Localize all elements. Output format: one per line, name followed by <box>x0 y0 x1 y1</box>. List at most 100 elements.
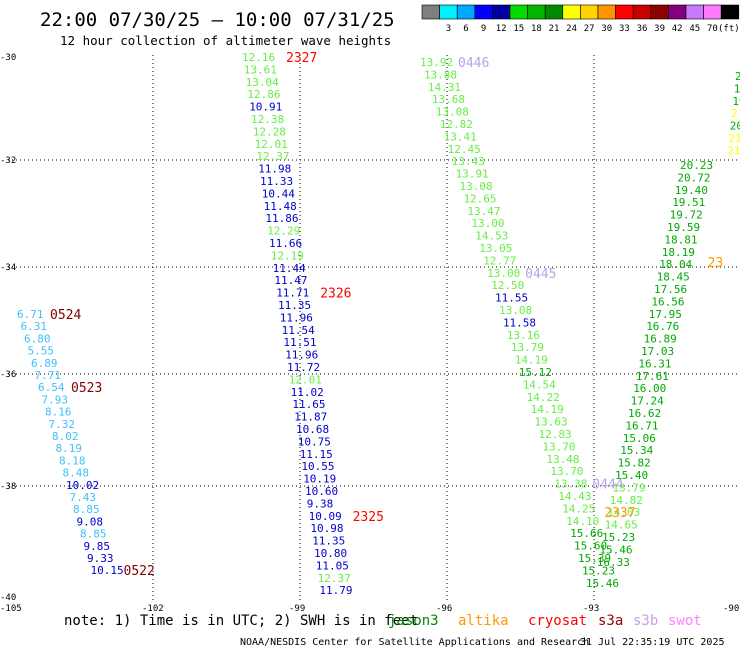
pass-number-label: 0524 <box>50 308 81 323</box>
wave-height-value: 11.35 <box>312 535 345 548</box>
wave-height-value: 15.12 <box>519 366 552 379</box>
wave-height-value: 14.22 <box>527 391 560 404</box>
wave-height-value: 13.70 <box>550 465 583 478</box>
wave-height-value: 13.47 <box>467 205 500 218</box>
pass-number-label: 0523 <box>71 381 102 396</box>
wave-height-value: 11.55 <box>495 292 528 305</box>
wave-height-value: 12.16 <box>242 51 275 64</box>
wave-height-value: 18 <box>734 82 740 95</box>
lat-label: -30 <box>0 53 16 63</box>
lon-label: -96 <box>436 604 452 614</box>
wave-height-value: 12.82 <box>440 118 473 131</box>
colorbar-swatch <box>492 4 511 20</box>
wave-height-value: 21. <box>731 107 740 120</box>
wave-height-value: 14.43 <box>558 490 591 503</box>
wave-height-value: 16.56 <box>651 295 684 308</box>
wave-height-value: 12.77 <box>483 254 516 267</box>
wave-height-value: 15.23 <box>602 531 635 544</box>
wave-height-value: 14.65 <box>605 519 638 532</box>
wave-height-value: 13.68 <box>432 93 465 106</box>
colorbar-swatch <box>580 4 599 20</box>
track-0524-0523-0522: 6.716.316.805.556.897.716.547.938.167.32… <box>17 308 155 579</box>
lat-label: -34 <box>0 263 16 273</box>
longitude-labels: -105 -102 -99 -96 -93 -90 <box>0 604 739 614</box>
wave-height-value: 17.95 <box>649 308 682 321</box>
wave-height-value: 11.58 <box>503 316 536 329</box>
satellite-legend: jason3 altika cryosat s3a s3b swot <box>388 613 702 629</box>
colorbar-label: 9 <box>481 24 486 34</box>
lon-label: -105 <box>0 604 22 614</box>
wave-height-value: 10.98 <box>310 522 343 535</box>
pass-number-label: 0446 <box>458 56 489 71</box>
wave-height-value: 13.43 <box>452 155 485 168</box>
wave-height-value: 11.51 <box>283 336 316 349</box>
track-2337: 20.2320.7219.4019.5119.7219.5918.8118.19… <box>597 159 713 569</box>
wave-height-value: 14.82 <box>610 494 643 507</box>
wave-height-value: 15.46 <box>599 543 632 556</box>
colorbar-swatch <box>544 4 564 20</box>
wave-height-value: 11.48 <box>264 200 297 213</box>
wave-height-value: 6.80 <box>24 332 51 345</box>
wave-height-value: 11.35 <box>278 299 311 312</box>
pass-number-label: 2325 <box>353 510 384 525</box>
wave-height-value: 15.39 <box>578 552 611 565</box>
wave-height-value: 13.08 <box>499 304 532 317</box>
wave-height-value: 15.23 <box>582 564 615 577</box>
colorbar-swatch <box>632 4 652 20</box>
colorbar-swatch <box>527 4 546 20</box>
lon-label: -93 <box>583 604 599 614</box>
wave-height-value: 20.2 <box>730 120 740 133</box>
wave-height-value: 8.18 <box>59 454 86 467</box>
pass-number-label: 2326 <box>320 287 351 302</box>
footer-credit: NOAA/NESDIS Center for Satellite Applica… <box>240 637 589 648</box>
colorbar-label: 18 <box>531 24 542 34</box>
wave-height-value: 11.96 <box>280 311 313 324</box>
wave-height-value: 16.71 <box>625 419 658 432</box>
wave-height-value: 15.34 <box>620 444 653 457</box>
wave-height-value: 12.50 <box>491 279 524 292</box>
wave-height-value: 13.88 <box>424 68 457 81</box>
wave-height-value: 12.45 <box>448 143 481 156</box>
wave-height-value: 13.63 <box>535 416 568 429</box>
wave-height-value: 12.86 <box>247 88 280 101</box>
wave-height-value: 7.71 <box>35 369 62 382</box>
colorbar-swatch <box>703 4 722 20</box>
wave-height-value: 17.24 <box>631 395 664 408</box>
wave-height-value: 13.05 <box>479 242 512 255</box>
wave-height-value: 16.31 <box>638 357 671 370</box>
lat-label: -36 <box>0 370 16 380</box>
wave-height-value: 15.40 <box>615 469 648 482</box>
wave-height-value: 13.08 <box>460 180 493 193</box>
wave-height-value: 12.65 <box>463 192 496 205</box>
lat-label: -38 <box>0 482 16 492</box>
wave-height-value: 13.92 <box>420 56 453 69</box>
lon-label: -90 <box>723 604 739 614</box>
wave-height-value: 9.33 <box>87 552 114 565</box>
wave-height-value: 5.55 <box>28 345 55 358</box>
wave-height-value: 17.61 <box>636 370 669 383</box>
pass-number-label: 2337 <box>604 506 635 521</box>
colorbar: 3 6 9 12 15 18 21 24 27 30 33 36 39 42 45 70 (ft) <box>421 4 740 34</box>
latitude-labels: -30 -32 -34 -36 -38 -40 <box>0 53 16 603</box>
lon-label: -99 <box>289 604 305 614</box>
wave-height-value: 13.00 <box>487 267 520 280</box>
wave-height-value: 12.19 <box>271 249 304 262</box>
footer-timestamp: 31 Jul 22:35:19 UTC 2025 <box>580 637 725 648</box>
wave-height-value: 10.02 <box>66 479 99 492</box>
satellite-legend-swot: swot <box>668 613 702 629</box>
wave-height-value: 11.72 <box>287 361 320 374</box>
colorbar-swatch <box>421 4 440 20</box>
pass-number-label: 2327 <box>286 51 317 66</box>
wave-height-value: 19.59 <box>667 221 700 234</box>
colorbar-label: 15 <box>513 24 524 34</box>
wave-height-value: 16.76 <box>646 320 679 333</box>
wave-height-value: 10.55 <box>301 460 334 473</box>
wave-height-value: 11.15 <box>300 448 333 461</box>
colorbar-swatch <box>509 4 528 20</box>
colorbar-label: 45 <box>689 24 700 34</box>
wave-height-value: 6.89 <box>31 357 58 370</box>
colorbar-label: 24 <box>566 24 577 34</box>
wave-height-value: 17.03 <box>641 345 674 358</box>
map-title: 22:00 07/30/25 – 10:00 07/31/25 <box>40 9 395 31</box>
wave-height-value: 10.09 <box>309 510 342 523</box>
